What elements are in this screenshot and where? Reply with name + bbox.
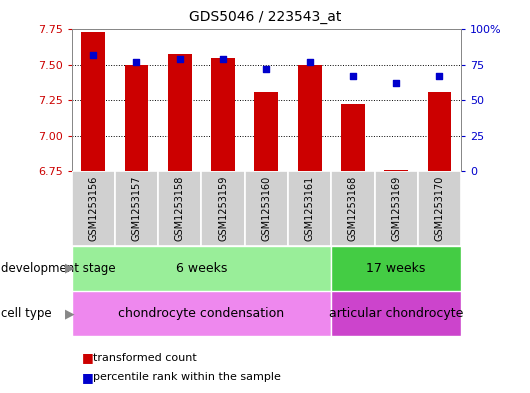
Text: 6 weeks: 6 weeks: [176, 262, 227, 275]
Point: [219, 56, 227, 62]
Text: GSM1253159: GSM1253159: [218, 176, 228, 241]
Text: ■: ■: [82, 351, 94, 364]
Bar: [418, 171, 461, 246]
Text: articular chondrocyte: articular chondrocyte: [329, 307, 463, 320]
Text: GSM1253157: GSM1253157: [131, 176, 142, 241]
Text: development stage: development stage: [1, 262, 115, 275]
Bar: [298, 65, 322, 171]
Point: [175, 56, 184, 62]
Bar: [428, 92, 452, 171]
Bar: [81, 32, 105, 171]
Text: transformed count: transformed count: [93, 353, 197, 363]
Bar: [254, 92, 278, 171]
Text: GSM1253160: GSM1253160: [261, 176, 271, 241]
Bar: [384, 169, 408, 171]
Text: percentile rank within the sample: percentile rank within the sample: [93, 372, 280, 382]
Text: 17 weeks: 17 weeks: [366, 262, 426, 275]
Bar: [158, 171, 201, 246]
Text: GSM1253156: GSM1253156: [88, 176, 98, 241]
Bar: [341, 105, 365, 171]
Text: chondrocyte condensation: chondrocyte condensation: [118, 307, 285, 320]
Point: [262, 66, 270, 72]
Point: [349, 73, 357, 79]
Text: GSM1253168: GSM1253168: [348, 176, 358, 241]
Text: ▶: ▶: [65, 262, 74, 275]
Bar: [168, 53, 192, 171]
Text: GSM1253170: GSM1253170: [435, 176, 445, 241]
Text: GSM1253161: GSM1253161: [305, 176, 315, 241]
Text: cell type: cell type: [1, 307, 51, 320]
Point: [89, 52, 98, 58]
Bar: [72, 171, 115, 246]
Bar: [125, 65, 148, 171]
Bar: [331, 291, 461, 336]
Bar: [211, 58, 235, 171]
Bar: [245, 171, 288, 246]
Point: [305, 59, 314, 65]
Bar: [331, 246, 461, 291]
Point: [392, 80, 401, 86]
Bar: [72, 291, 331, 336]
Bar: [72, 246, 331, 291]
Text: GSM1253169: GSM1253169: [391, 176, 401, 241]
Text: ▶: ▶: [65, 307, 74, 320]
Bar: [375, 171, 418, 246]
Text: GSM1253158: GSM1253158: [175, 176, 185, 241]
Point: [132, 59, 141, 65]
Text: GDS5046 / 223543_at: GDS5046 / 223543_at: [189, 10, 341, 24]
Point: [435, 73, 444, 79]
Bar: [288, 171, 331, 246]
Bar: [201, 171, 245, 246]
Text: ■: ■: [82, 371, 94, 384]
Bar: [115, 171, 158, 246]
Bar: [331, 171, 375, 246]
